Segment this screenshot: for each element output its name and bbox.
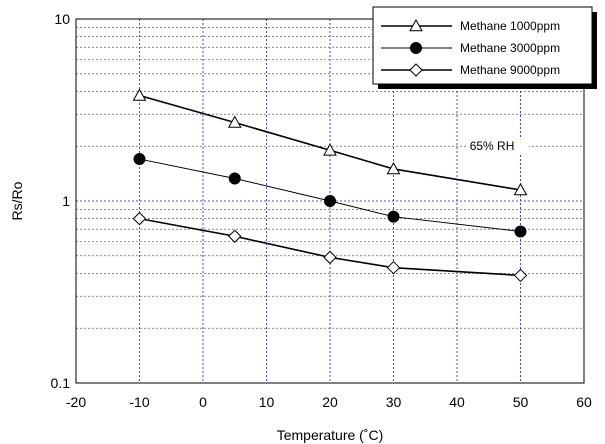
data-point bbox=[228, 172, 241, 185]
data-point bbox=[386, 261, 401, 275]
series-2 bbox=[133, 153, 527, 238]
series-3 bbox=[132, 211, 528, 283]
data-point bbox=[324, 195, 336, 207]
legend: Methane 1000ppm Methane 3000ppm Methane 90… bbox=[372, 6, 597, 89]
legend-marker bbox=[410, 42, 422, 54]
legend-item: Methane 9000ppm bbox=[381, 63, 560, 77]
series-layer bbox=[132, 88, 528, 283]
x-tick-label: -10 bbox=[129, 394, 149, 410]
legend-box bbox=[372, 6, 593, 85]
x-tick-label: 50 bbox=[513, 394, 529, 410]
legend-item: Methane 3000ppm bbox=[381, 41, 560, 55]
data-point bbox=[323, 250, 337, 265]
data-point bbox=[228, 229, 242, 243]
legend-label: Methane 9000ppm bbox=[460, 63, 560, 77]
x-tick-label: 20 bbox=[322, 394, 338, 410]
x-tick-label: 60 bbox=[576, 394, 592, 410]
x-tick-label: 10 bbox=[259, 394, 275, 410]
x-axis-title: Temperature (˚C) bbox=[277, 427, 384, 443]
x-tick-label: 40 bbox=[449, 394, 465, 410]
legend-label: Methane 3000ppm bbox=[460, 41, 560, 55]
y-tick-label: 1 bbox=[62, 193, 70, 209]
legend-label: Methane 1000ppm bbox=[460, 19, 560, 33]
legend-marker bbox=[409, 63, 423, 77]
data-point bbox=[227, 115, 242, 128]
legend-marker bbox=[409, 18, 423, 32]
plot-frame bbox=[75, 18, 585, 384]
y-axis-title: Rs/Ro bbox=[9, 181, 25, 220]
y-axis-ticks: 0.1 1 10 bbox=[51, 11, 71, 391]
legend-item: Methane 1000ppm bbox=[381, 18, 560, 33]
data-point bbox=[513, 268, 528, 283]
data-point bbox=[133, 153, 146, 166]
data-point bbox=[386, 161, 401, 175]
data-point bbox=[513, 182, 528, 196]
data-point bbox=[387, 210, 400, 223]
annotation-rh: 65% RH bbox=[470, 139, 515, 153]
annotation-layer: 65% RH bbox=[466, 139, 529, 155]
data-point bbox=[132, 88, 147, 101]
data-point bbox=[132, 211, 147, 226]
data-point bbox=[514, 225, 527, 238]
series-1 bbox=[132, 88, 528, 196]
x-tick-label: -20 bbox=[66, 394, 86, 410]
annotation-background bbox=[466, 139, 529, 155]
x-axis-ticks: -20 -10 0 10 20 30 40 50 60 bbox=[66, 394, 592, 410]
y-tick-label: 0.1 bbox=[51, 375, 71, 391]
x-tick-label: 0 bbox=[199, 394, 207, 410]
x-tick-label: 30 bbox=[386, 394, 402, 410]
y-tick-label: 10 bbox=[54, 11, 70, 27]
data-point bbox=[323, 143, 337, 156]
